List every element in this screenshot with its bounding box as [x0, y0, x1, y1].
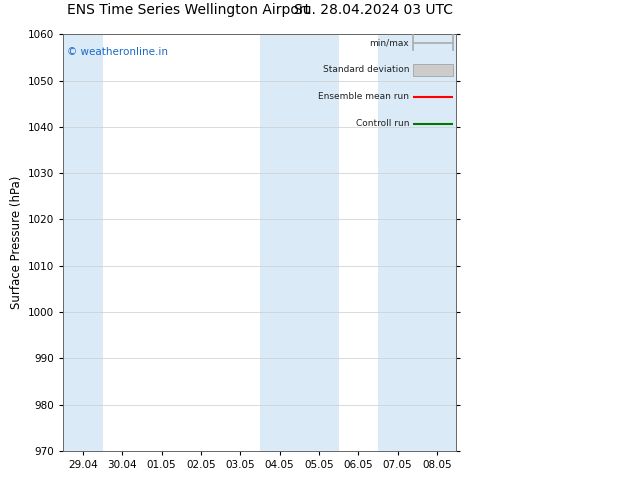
Text: Ensemble mean run: Ensemble mean run	[318, 92, 410, 101]
Text: Su. 28.04.2024 03 UTC: Su. 28.04.2024 03 UTC	[294, 3, 453, 17]
Bar	[413, 64, 453, 75]
Text: © weatheronline.in: © weatheronline.in	[67, 47, 169, 57]
Bar	[378, 34, 456, 451]
Bar	[260, 34, 339, 451]
Y-axis label: Surface Pressure (hPa): Surface Pressure (hPa)	[10, 176, 23, 309]
Bar	[63, 34, 103, 451]
Text: Standard deviation: Standard deviation	[323, 65, 410, 74]
Text: min/max: min/max	[370, 38, 410, 47]
Text: Controll run: Controll run	[356, 120, 410, 128]
Text: ENS Time Series Wellington Airport: ENS Time Series Wellington Airport	[67, 3, 309, 17]
